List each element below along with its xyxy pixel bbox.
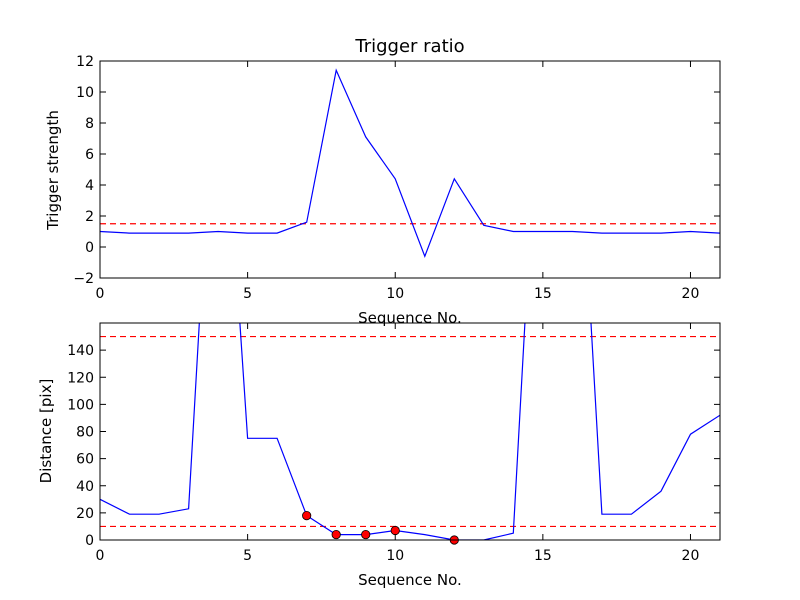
data-series-line (100, 68, 720, 258)
x-tick-label: 5 (243, 548, 252, 564)
y-tick-label: 0 (85, 533, 94, 549)
x-tick-label: 20 (682, 548, 700, 564)
x-tick-label: 15 (534, 548, 552, 564)
y-tick-label: 6 (85, 147, 94, 163)
x-axis-label: Sequence No. (358, 571, 462, 589)
distance-subplot: Sequence No. Distance [pix] 0 5 10 15 20 0 20 4… (37, 322, 721, 589)
y-tick-label: 20 (76, 506, 94, 522)
y-tick-label: 8 (85, 116, 94, 132)
x-tick-label: 0 (96, 286, 105, 302)
y-tick-label: 120 (67, 370, 94, 386)
x-tick-label: 20 (682, 286, 700, 302)
chart-title: Trigger ratio (354, 36, 464, 57)
x-axis-label: Sequence No. (358, 309, 462, 327)
y-tick-label: 10 (76, 85, 94, 101)
data-point-marker (361, 529, 371, 540)
x-tick-label: 10 (386, 286, 404, 302)
data-point-marker (331, 529, 341, 540)
y-tick-label: 0 (85, 240, 94, 256)
x-tick-label: 0 (96, 548, 105, 564)
y-tick-label: 40 (76, 479, 94, 495)
y-tick-label: 4 (85, 178, 94, 194)
trigger-ratio-subplot: Trigger ratio Sequence No. Trigger stren… (44, 36, 721, 327)
y-tick-label: 80 (76, 425, 94, 441)
plot-area: 0 5 10 15 20 0 20 40 60 80 100 120 140 (67, 322, 721, 564)
x-tick-label: 10 (386, 548, 404, 564)
x-tick-label: 5 (243, 286, 252, 302)
y-tick-label: 100 (67, 397, 94, 413)
y-tick-label: 12 (76, 54, 94, 70)
y-tick-label: 2 (85, 209, 94, 225)
y-tick-label: 60 (76, 452, 94, 468)
data-point-marker (302, 510, 312, 521)
axes-frame (99, 60, 721, 279)
y-tick-label: −2 (73, 271, 94, 287)
y-axis-label: Distance [pix] (37, 379, 55, 484)
y-axis-label: Trigger strength (44, 110, 62, 231)
data-point-marker (390, 525, 400, 536)
data-series-line (100, 323, 720, 540)
y-tick-label: 140 (67, 343, 94, 359)
x-tick-label: 15 (534, 286, 552, 302)
